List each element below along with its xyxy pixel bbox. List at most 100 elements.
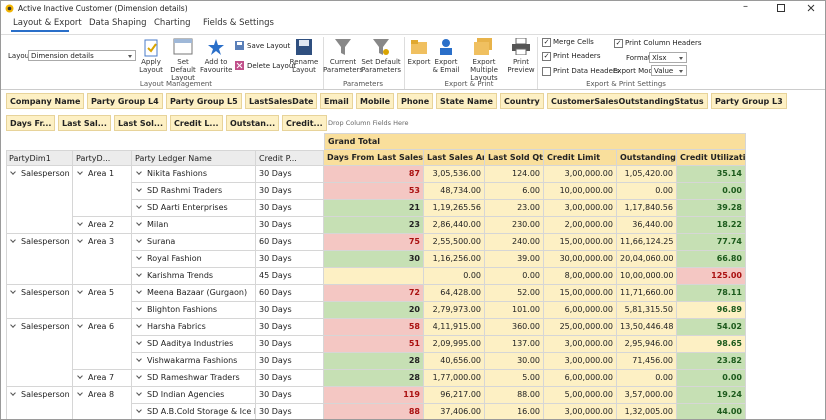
icon <box>335 39 351 55</box>
checkbox-label[interactable]: Print Headers <box>553 52 601 60</box>
credit-period: 30 Days <box>256 387 324 404</box>
field-chip[interactable]: Credit L... <box>170 115 223 131</box>
field-chip[interactable]: Mobile <box>356 93 395 109</box>
field-chip[interactable]: State Name <box>436 93 497 109</box>
button-label[interactable]: Apply Layout <box>139 58 163 74</box>
tab[interactable]: Data Shaping <box>89 18 147 28</box>
value-cell: 37,406.00 <box>424 404 485 419</box>
field-chip[interactable]: Party Group L5 <box>166 93 242 109</box>
field-chip[interactable]: LastSalesDate <box>245 93 318 109</box>
drop-hint: Drop Column Fields Here <box>328 119 409 127</box>
group-label: Export & Print Settings <box>586 80 666 88</box>
field-chip[interactable]: Days Fr... <box>6 115 56 131</box>
field-chip[interactable]: Credit... <box>282 115 327 131</box>
area-cell: Area 3 <box>73 234 132 285</box>
value-cell: 1,17,840.56 <box>617 200 677 217</box>
button-label[interactable]: Save Layout <box>247 42 291 50</box>
value-cell: 98.65 <box>677 336 746 353</box>
credit-period: 30 Days <box>256 200 324 217</box>
tab[interactable]: Charting <box>154 18 191 28</box>
button-label[interactable]: Print Preview <box>507 58 535 74</box>
button-label[interactable]: Add to Favourite <box>200 58 233 74</box>
value-cell: 23.82 <box>677 353 746 370</box>
field-chip[interactable]: Country <box>500 93 544 109</box>
close[interactable] <box>807 4 815 12</box>
value-cell: 1,77,000.00 <box>424 370 485 387</box>
value-cell: 15,00,000.00 <box>544 234 617 251</box>
value-cell: 39.00 <box>485 251 544 268</box>
field-chip[interactable]: CustomerSalesOutstandingStatus <box>547 93 708 109</box>
row-header[interactable]: PartyD... <box>73 150 132 166</box>
value-cell: 124.00 <box>485 166 544 183</box>
value-cell: 3,00,000.00 <box>544 166 617 183</box>
field-chip[interactable]: Party Group L3 <box>711 93 787 109</box>
row-header[interactable]: Credit P... <box>256 150 324 166</box>
button-label[interactable]: Set Default Layout <box>170 58 196 82</box>
button-label[interactable]: Current Parameters <box>323 58 364 74</box>
button-label[interactable]: Delete Layout <box>247 62 297 70</box>
value-cell: 1,16,256.00 <box>424 251 485 268</box>
value-cell: 10,00,000.00 <box>544 183 617 200</box>
mode-select[interactable]: Value <box>651 65 687 76</box>
ledger-name: SD Indian Agencies <box>147 390 225 399</box>
value-cell: 16.00 <box>485 404 544 419</box>
column-header[interactable]: Last Sales Amt <box>424 150 485 166</box>
format-select[interactable]: Xlsx <box>649 52 687 63</box>
maximize[interactable] <box>777 4 785 12</box>
column-header[interactable]: Outstanding <box>617 150 677 166</box>
row-header[interactable]: PartyDim1 <box>6 150 73 166</box>
group-name: Salesperson 3 <box>21 288 73 297</box>
value-cell: 30,00,000.00 <box>544 251 617 268</box>
group-label: Layout Management <box>139 80 213 88</box>
checkbox-label[interactable]: Print Data Headers <box>553 67 620 75</box>
field-chip[interactable]: Company Name <box>6 93 85 109</box>
value-cell: 40,656.00 <box>424 353 485 370</box>
tab[interactable]: Layout & Export <box>13 18 82 28</box>
checkbox[interactable]: ✓ <box>542 38 551 47</box>
button-label[interactable]: Export <box>407 58 431 66</box>
group-cell: Salesperson 2 <box>6 234 73 285</box>
ledger-cell: SD Aarti Enterprises <box>132 200 256 217</box>
column-header[interactable]: Credit Utilizati... <box>677 150 746 166</box>
value-cell: 64,428.00 <box>424 285 485 302</box>
value-cell: 15,00,000.00 <box>544 285 617 302</box>
separator <box>404 37 405 89</box>
value-cell: 0.00 <box>677 183 746 200</box>
ledger-cell: SD Rashmi Traders <box>132 183 256 200</box>
ledger-cell: SD Aaditya Industries <box>132 336 256 353</box>
checkbox[interactable] <box>542 67 551 76</box>
button-label[interactable]: Export & Email <box>432 58 460 74</box>
layout-select[interactable]: Dimension details <box>28 50 136 61</box>
column-header[interactable]: Credit Limit <box>544 150 617 166</box>
value-cell: 53 <box>324 183 424 200</box>
area-cell: Area 7 <box>73 370 132 387</box>
value-cell: 2,09,995.00 <box>424 336 485 353</box>
field-chip[interactable]: Last Sol... <box>114 115 167 131</box>
checkbox-label[interactable]: Print Column Headers <box>625 39 702 47</box>
value-cell: 0.00 <box>677 370 746 387</box>
button-label[interactable]: Export Multiple Layouts <box>470 58 498 82</box>
field-chip[interactable]: Email <box>320 93 353 109</box>
minimize[interactable]: – <box>743 1 748 12</box>
field-chip[interactable]: Phone <box>397 93 434 109</box>
button-label[interactable]: Rename Layout <box>289 58 319 74</box>
area-name: Area 6 <box>88 322 115 331</box>
value-cell: 30 <box>324 251 424 268</box>
checkbox[interactable]: ✓ <box>614 39 623 48</box>
column-header[interactable]: Last Sold Qty <box>485 150 544 166</box>
button-label[interactable]: Set Default Parameters <box>361 58 402 74</box>
credit-period: 30 Days <box>256 353 324 370</box>
tab[interactable]: Fields & Settings <box>203 18 274 28</box>
field-chip[interactable]: Party Group L4 <box>87 93 163 109</box>
value-cell: 18.22 <box>677 217 746 234</box>
value-cell: 8,00,000.00 <box>544 268 617 285</box>
row-header[interactable]: Party Ledger Name <box>132 150 256 166</box>
field-chip[interactable]: Last Sal... <box>58 115 111 131</box>
value-cell: 23.00 <box>485 200 544 217</box>
tab-divider <box>1 34 825 35</box>
column-header[interactable]: Days From Last Sales... <box>324 150 424 166</box>
checkbox-label[interactable]: Merge Cells <box>553 38 594 46</box>
field-chip[interactable]: Outstan... <box>226 115 280 131</box>
area-name: Area 7 <box>88 373 115 382</box>
checkbox[interactable]: ✓ <box>542 52 551 61</box>
